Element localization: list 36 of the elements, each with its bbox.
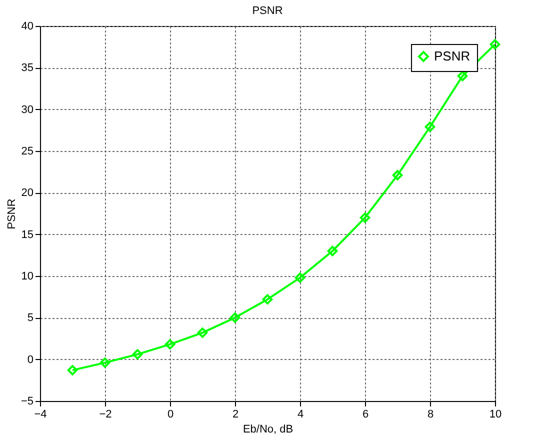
x-tick-label: 8 xyxy=(427,408,434,420)
point xyxy=(100,357,110,368)
x-tick-label: 6 xyxy=(362,408,369,420)
point xyxy=(327,246,338,256)
legend-label: PSNR xyxy=(434,48,470,64)
x-tick-label: 10 xyxy=(489,408,502,420)
x-tick-label: −2 xyxy=(99,408,112,420)
x-tick-label: 4 xyxy=(297,408,304,420)
y-tick-label: 20 xyxy=(21,187,34,200)
y-tick-label: −5 xyxy=(20,396,34,408)
chart-title: PSNR xyxy=(252,5,283,17)
point xyxy=(424,122,436,132)
y-tick-label: 15 xyxy=(21,228,34,241)
y-tick-label: 0 xyxy=(27,354,34,366)
point xyxy=(262,294,273,305)
y-tick-label: 5 xyxy=(27,312,34,324)
x-tick-label: 0 xyxy=(167,408,174,420)
y-tick-label: 30 xyxy=(21,104,34,116)
point xyxy=(392,170,403,180)
point xyxy=(294,272,306,283)
y-tick-label: 25 xyxy=(21,146,34,158)
point xyxy=(132,349,143,360)
x-axis-title: Eb/No, dB xyxy=(242,424,294,436)
y-tick-label: 40 xyxy=(21,20,34,32)
x-tick-label: 2 xyxy=(232,408,239,420)
point xyxy=(457,70,468,82)
y-tick-label: 10 xyxy=(21,270,34,282)
point xyxy=(197,327,208,338)
point xyxy=(67,364,78,376)
point xyxy=(164,339,176,350)
x-tick-label: −4 xyxy=(34,408,47,420)
point xyxy=(360,212,370,223)
y-axis-title: PSNR xyxy=(6,198,18,230)
y-tick-label: 35 xyxy=(21,62,34,74)
point xyxy=(230,312,240,323)
point xyxy=(490,39,500,50)
